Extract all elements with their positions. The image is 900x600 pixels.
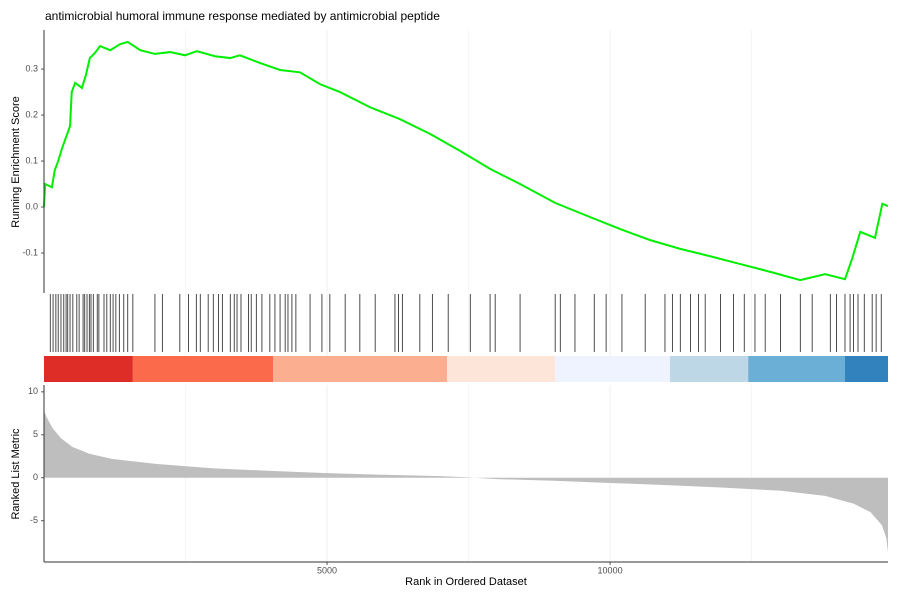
- x-tick-label: 5000: [317, 565, 337, 575]
- color-band: [132, 356, 274, 382]
- color-band: [447, 356, 556, 382]
- y-tick-label: 0: [33, 472, 38, 482]
- y-tick-label: 0.1: [25, 155, 38, 165]
- y-tick-label: 5: [33, 429, 38, 439]
- y-tick-label: -5: [30, 515, 38, 525]
- color-band: [670, 356, 749, 382]
- x-axis-label: Rank in Ordered Dataset: [405, 576, 527, 588]
- enrichment-line: [43, 40, 889, 282]
- color-band: [44, 356, 133, 382]
- y-axis-label: Ranked List Metric: [10, 428, 22, 520]
- ranked-metric-area: [44, 410, 888, 553]
- y-tick-label: 0.0: [25, 201, 38, 211]
- y-axis-label: Running Enrichment Score: [10, 96, 22, 227]
- y-tick-label: 0.2: [25, 109, 38, 119]
- color-band: [748, 356, 845, 382]
- color-band: [273, 356, 448, 382]
- y-tick-label: -0.1: [22, 247, 38, 257]
- chart-title: antimicrobial humoral immune response me…: [45, 9, 440, 23]
- y-tick-label: 0.3: [25, 63, 38, 73]
- y-tick-label: 10: [28, 386, 38, 396]
- color-band: [555, 356, 671, 382]
- x-tick-label: 10000: [598, 565, 623, 575]
- color-band: [844, 356, 888, 382]
